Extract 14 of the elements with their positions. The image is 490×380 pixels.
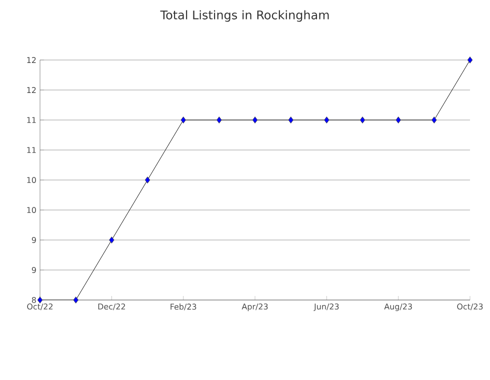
point xyxy=(324,116,330,124)
point xyxy=(360,116,366,124)
point xyxy=(73,296,78,304)
point xyxy=(252,116,258,124)
point xyxy=(37,296,43,304)
point xyxy=(180,116,186,124)
point xyxy=(144,176,150,184)
point xyxy=(432,116,437,124)
point xyxy=(216,116,222,124)
point xyxy=(467,56,473,64)
point xyxy=(288,116,294,124)
point xyxy=(396,116,401,124)
point xyxy=(109,236,114,244)
chart-title: Total Listings in Rockingham xyxy=(160,10,329,22)
